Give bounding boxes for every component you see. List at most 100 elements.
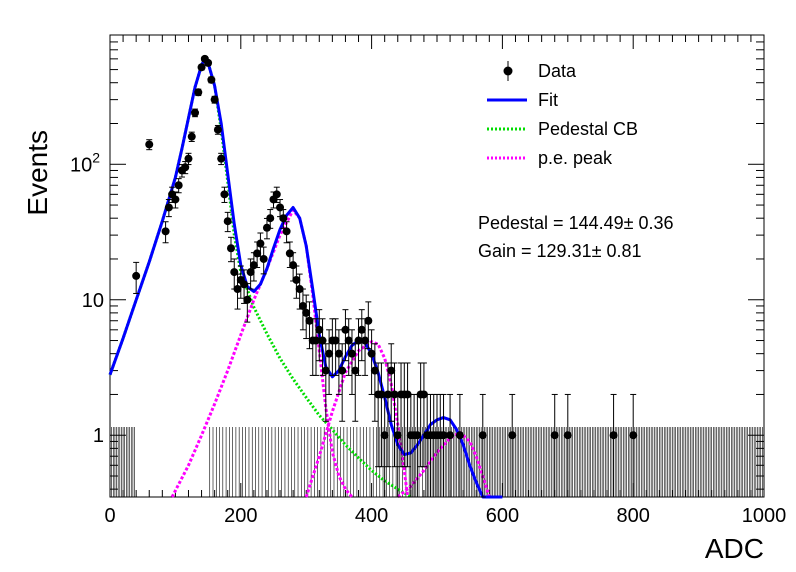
data-point (439, 431, 448, 440)
data-point (262, 223, 271, 232)
annotation-gain: Gain = 129.31± 0.81 (478, 241, 642, 261)
data-point (387, 366, 396, 375)
data-point (220, 190, 229, 199)
data-point (370, 366, 379, 375)
data-point (164, 203, 173, 212)
data-point (377, 390, 386, 399)
data-point (161, 227, 170, 236)
data-point (331, 336, 340, 345)
axis-ticks (109, 34, 765, 497)
data-point (351, 366, 360, 375)
data-point (226, 244, 235, 253)
pe-peak-curve (304, 340, 410, 498)
data-point (194, 88, 203, 97)
data-point (233, 285, 242, 294)
y-tick-exponent: 2 (92, 149, 100, 165)
data-point (325, 349, 334, 358)
data-point (210, 95, 219, 104)
data-point (243, 295, 252, 304)
data-point (253, 249, 262, 258)
data-point (204, 58, 213, 67)
data-point (184, 154, 193, 163)
data-point (508, 431, 517, 440)
x-tick-labels: 0 200 400 600 800 1000 (104, 505, 786, 527)
data-point (609, 431, 618, 440)
data-point (282, 227, 291, 236)
data-point (393, 431, 402, 440)
data-point (455, 431, 464, 440)
x-tick-label: 0 (104, 505, 115, 527)
data-point (383, 390, 392, 399)
data-point (145, 140, 154, 149)
data-point (334, 349, 343, 358)
data-point (563, 431, 572, 440)
y-tick-label: 102 (70, 149, 100, 176)
data-point (197, 63, 206, 72)
data-point (302, 308, 311, 317)
data-point (132, 271, 141, 280)
x-tick-label: 400 (355, 505, 388, 527)
data-point (266, 214, 275, 223)
data-point (364, 316, 373, 325)
data-point (413, 431, 422, 440)
data-point (240, 280, 249, 289)
data-point (338, 366, 347, 375)
legend-label: Fit (538, 90, 558, 110)
data-point (446, 431, 455, 440)
data-point (207, 75, 216, 84)
legend-label: Pedestal CB (538, 119, 638, 139)
y-axis-title: Events (22, 130, 53, 216)
x-tick-label: 800 (617, 505, 650, 527)
data-point (246, 268, 255, 277)
data-point (390, 390, 399, 399)
legend-label: Data (538, 61, 577, 81)
empty-bins-error-band (109, 427, 763, 497)
data-points (132, 54, 638, 498)
data-point (367, 349, 376, 358)
data-point (550, 431, 559, 440)
data-point (295, 285, 304, 294)
data-point (318, 336, 327, 345)
data-point (285, 249, 294, 258)
data-point (217, 154, 226, 163)
data-point (380, 431, 389, 440)
data-point (187, 132, 196, 141)
y-tick-label: 1 (93, 425, 104, 447)
data-point (403, 390, 412, 399)
data-point (478, 431, 487, 440)
x-tick-label: 1000 (742, 505, 787, 527)
data-point (289, 261, 298, 270)
data-point (361, 336, 370, 345)
y-tick-labels: 1 10 102 (70, 149, 104, 447)
data-point (341, 325, 350, 334)
data-point (321, 366, 330, 375)
data-point (174, 181, 183, 190)
data-point (171, 195, 180, 204)
y-tick-label: 10 (82, 290, 104, 312)
data-point (344, 336, 353, 345)
data-point (315, 325, 324, 334)
legend-label: p.e. peak (538, 148, 613, 168)
data-point (312, 336, 321, 345)
x-tick-label: 200 (224, 505, 257, 527)
data-point (259, 254, 268, 263)
data-point (223, 217, 232, 226)
data-point (298, 301, 307, 310)
data-point (191, 108, 200, 117)
legend-marker (503, 66, 513, 76)
data-point (354, 336, 363, 345)
data-point (213, 125, 222, 134)
data-point (181, 163, 190, 172)
data-point (272, 190, 281, 199)
annotation-pedestal: Pedestal = 144.49± 0.36 (478, 213, 674, 233)
data-point (419, 390, 428, 399)
x-axis-title: ADC (705, 533, 764, 564)
x-tick-label: 600 (486, 505, 519, 527)
data-point (347, 349, 356, 358)
data-point (279, 214, 288, 223)
data-point (256, 239, 265, 248)
legend: Data Fit Pedestal CB p.e. peak (487, 61, 638, 168)
pedestal-cb-curve (108, 57, 412, 499)
data-point (629, 431, 638, 440)
